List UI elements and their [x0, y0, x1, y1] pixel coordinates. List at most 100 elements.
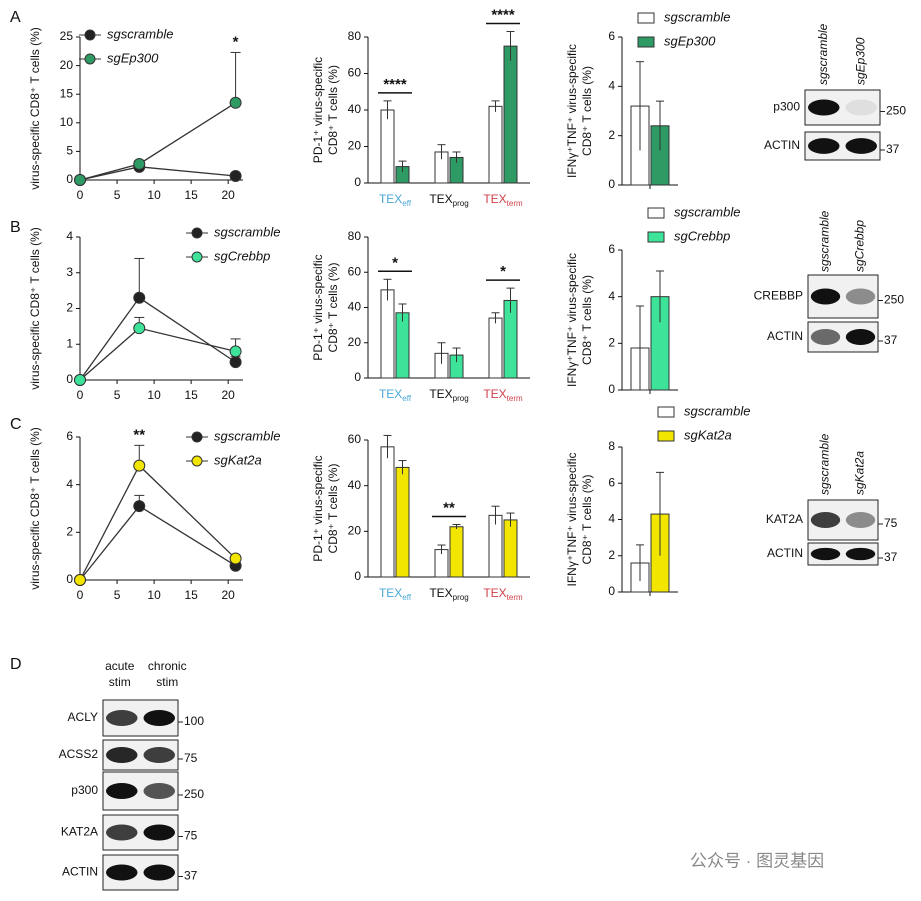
x-tick-label-main: TEX [429, 192, 452, 206]
y-tick-label: 60 [348, 264, 362, 278]
y-axis-label: PD-1⁺ virus-specific [311, 57, 325, 163]
x-tick-label-sub: prog [453, 199, 469, 208]
x-tick-label-sub: prog [453, 394, 469, 403]
significance: **** [491, 6, 515, 23]
row-label: CREBBP [754, 289, 803, 303]
legend-swatch [657, 430, 675, 442]
x-tick-label: TEXprog [429, 586, 468, 602]
blot-band [106, 747, 138, 763]
blot-band [845, 138, 877, 154]
legend-marker [191, 227, 203, 239]
data-point [229, 169, 242, 182]
series-line [79, 327, 236, 381]
y-tick-label: 80 [348, 29, 362, 43]
blot-band [810, 288, 841, 305]
y-tick-label: 0 [66, 172, 73, 186]
y-tick-label: 80 [348, 229, 362, 243]
y-tick-label: 0 [354, 569, 361, 583]
x-tick-label-main: TEX [483, 586, 506, 600]
bar [503, 45, 518, 184]
data-point [133, 291, 146, 304]
legend-label: sgscramble [664, 9, 730, 24]
x-tick-label-sub: prog [453, 593, 469, 602]
y-tick-label: 8 [608, 439, 615, 453]
blot-band [845, 547, 876, 561]
chart: 0 2 4 6 IFNγ⁺TNF⁺ virus-specific CD8⁺ T cells… [565, 9, 730, 191]
x-tick-label: 15 [184, 588, 198, 602]
row-label: ACLY [68, 710, 98, 724]
data-point [74, 574, 86, 586]
y-axis-label: IFNγ⁺TNF⁺ virus-specific [565, 452, 579, 586]
chart: 0 2 4 6 virus-specific CD8⁺ T cells (%) sgscr… [28, 426, 280, 602]
y-tick-label: 20 [348, 524, 362, 538]
y-tick-label: 6 [608, 242, 615, 256]
data-point [133, 157, 146, 170]
y-tick-label: 2 [608, 128, 615, 142]
x-tick-label-sub: term [507, 199, 523, 208]
significance: * [233, 33, 239, 50]
legend-label: sgscramble [214, 224, 280, 239]
blot-band [143, 864, 175, 881]
y-tick-label: 60 [348, 66, 362, 80]
y-axis-label: CD8⁺ T cells (%) [326, 263, 340, 353]
y-tick-label: 20 [348, 139, 362, 153]
y-axis-label: CD8⁺ T cells (%) [580, 66, 594, 156]
data-point [229, 552, 242, 565]
bar [488, 514, 503, 578]
row-label: ACTIN [764, 138, 800, 152]
column-label: stim [109, 675, 131, 689]
chart: 0 20 40 60 PD-1⁺ virus-specific CD8⁺ T cells … [311, 432, 530, 602]
blot-band [845, 288, 876, 305]
y-axis-label: PD-1⁺ virus-specific [311, 455, 325, 561]
x-tick-label: 10 [147, 188, 161, 202]
y-axis-label: IFNγ⁺TNF⁺ virus-specific [565, 44, 579, 178]
y-tick-label: 60 [348, 432, 362, 446]
y-tick-label: 25 [60, 29, 74, 43]
x-tick-label: 10 [147, 588, 161, 602]
legend-swatch [637, 12, 655, 24]
blot-band [143, 710, 175, 726]
y-tick-label: 6 [608, 29, 615, 43]
western-blot: acute stim chronic stim ACLY 100 ACSS2 75 p300 25… [59, 659, 204, 891]
western-blot: sgscramble sgEp300 p300 250 ACTIN 37 [764, 23, 906, 161]
marker-label: 250 [884, 293, 904, 307]
x-tick-label: 15 [184, 188, 198, 202]
y-tick-label: 2 [608, 548, 615, 562]
x-tick-label-main: TEX [429, 586, 452, 600]
blot-band [810, 329, 841, 345]
legend-label: sgCrebbp [674, 228, 730, 243]
legend-marker [191, 251, 203, 263]
y-tick-label: 20 [60, 58, 74, 72]
western-blot: sgscramble sgKat2a KAT2A 75 ACTIN 37 [766, 433, 898, 566]
y-axis-label: CD8⁺ T cells (%) [326, 464, 340, 554]
legend-label: sgscramble [107, 26, 173, 41]
y-tick-label: 0 [608, 177, 615, 191]
x-tick-label: TEXeff [379, 192, 412, 208]
legend-swatch [637, 36, 655, 48]
row-label: ACSS2 [59, 747, 99, 761]
chart: 0 2 4 6 IFNγ⁺TNF⁺ virus-specific CD8⁺ T cells… [565, 204, 740, 396]
chart: 0 2 4 6 8 IFNγ⁺TNF⁺ virus-specific CD8⁺ T cell… [565, 403, 750, 598]
y-axis-label: CD8⁺ T cells (%) [580, 475, 594, 565]
y-axis-label: IFNγ⁺TNF⁺ virus-specific [565, 253, 579, 387]
blot-band [808, 99, 840, 116]
bar [488, 317, 503, 379]
data-point [229, 356, 242, 369]
bar [380, 289, 395, 379]
chart: 0 1 2 3 4 virus-specific CD8⁺ T cells (%) sgsc… [28, 224, 280, 402]
x-tick-label: TEXeff [379, 387, 412, 403]
x-tick-label: 5 [114, 188, 121, 202]
y-tick-label: 5 [66, 144, 73, 158]
data-point [74, 374, 86, 386]
blot-band [106, 864, 138, 881]
y-tick-label: 20 [348, 335, 362, 349]
data-point [133, 322, 146, 335]
x-tick-label-main: TEX [483, 387, 506, 401]
legend-label: sgKat2a [684, 427, 732, 442]
legend-marker [191, 431, 203, 443]
marker-label: 250 [184, 787, 204, 801]
row-label: KAT2A [766, 512, 803, 526]
y-axis-label: virus-specific CD8⁺ T cells (%) [28, 427, 42, 590]
y-tick-label: 15 [60, 86, 74, 100]
blot-band [143, 783, 175, 799]
